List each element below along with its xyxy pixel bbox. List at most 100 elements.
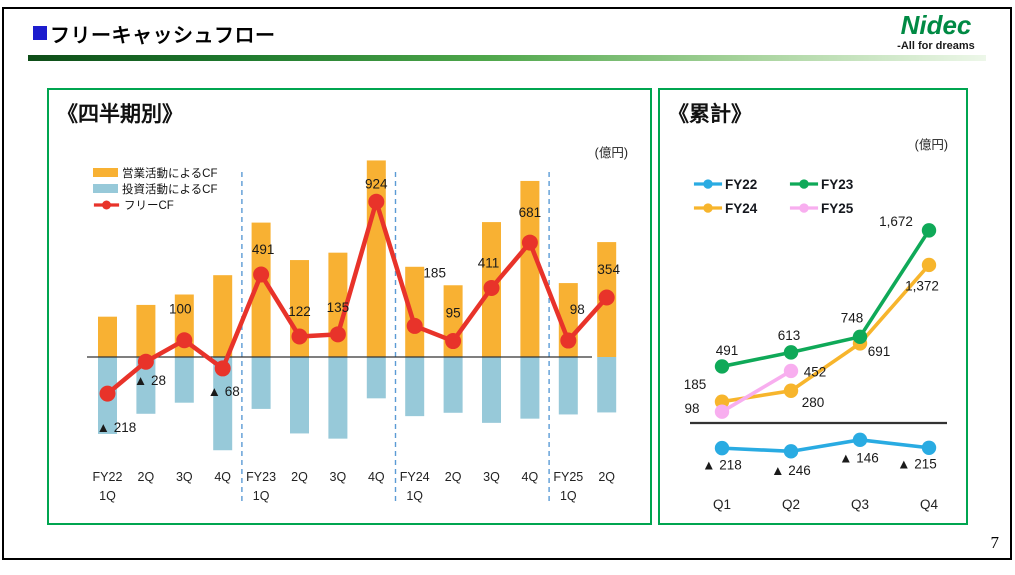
data-point-fy24	[921, 257, 937, 273]
free-cf-value-label: 491	[252, 242, 275, 257]
bar-investing-cf	[174, 357, 194, 403]
series-value-label: 691	[868, 344, 891, 359]
x-axis-label: 1Q	[560, 489, 577, 503]
bar-investing-cf	[558, 357, 578, 415]
data-point-fy23	[852, 329, 868, 345]
logo-tagline: -All for dreams	[897, 40, 975, 52]
legend-label: FY25	[821, 200, 854, 216]
x-axis-label: FY23	[246, 470, 276, 484]
x-axis-label: 1Q	[406, 489, 423, 503]
x-axis-label: 2Q	[598, 470, 615, 484]
free-cf-value-label: 122	[288, 304, 311, 319]
series-value-label: ▲ 246	[771, 463, 811, 478]
bar-investing-cf	[366, 357, 386, 399]
fy24-line-marker-icon	[693, 203, 723, 213]
data-point-fy25	[714, 404, 730, 419]
series-line-fy25	[721, 369, 792, 414]
cumulative-legend: FY22 FY23 FY24 FY25	[693, 176, 885, 216]
data-point-fy22	[783, 444, 799, 459]
series-value-label: 491	[716, 343, 739, 358]
free-cf-line-marker-icon	[93, 200, 120, 209]
bar-investing-cf	[136, 357, 156, 414]
data-point-fy24	[783, 383, 799, 398]
series-line-fy24	[721, 263, 931, 404]
series-value-label: 452	[804, 364, 827, 379]
bar-investing-cf	[328, 357, 348, 439]
series-line-fy22	[721, 438, 930, 454]
free-cf-value-label: ▲ 28	[134, 373, 166, 388]
fy22-line-marker-icon	[693, 179, 723, 189]
free-cf-point	[521, 234, 538, 251]
bar-investing-cf	[251, 357, 271, 409]
bar-operating-cf	[213, 275, 233, 357]
free-cf-point	[176, 332, 193, 349]
free-cf-value-label: 681	[519, 205, 542, 220]
quarterly-panel: 《四半期別》 (億円) 営業活動によるCF 投資活動によるCF フリーCF ▲ …	[47, 88, 652, 525]
x-axis-label: 4Q	[214, 470, 231, 484]
bar-operating-cf	[405, 266, 425, 357]
free-cf-point	[445, 333, 462, 350]
bar-operating-cf	[98, 316, 117, 357]
free-cf-point	[560, 332, 577, 349]
free-cf-point	[291, 328, 308, 345]
free-cf-point	[598, 289, 615, 306]
data-point-fy23	[714, 359, 730, 374]
data-point-fy23	[783, 345, 799, 360]
x-axis-label: 1Q	[253, 489, 270, 503]
x-axis-label: Q4	[920, 497, 939, 512]
quarterly-title: 《四半期別》	[57, 103, 183, 126]
legend-label: FY22	[725, 176, 758, 192]
free-cf-point	[99, 385, 116, 402]
free-cf-value-label: 924	[365, 176, 388, 191]
legend-label: FY23	[821, 176, 854, 192]
bar-operating-cf	[136, 304, 156, 357]
free-cf-value-label: 100	[169, 302, 192, 317]
x-axis-label: FY25	[553, 470, 583, 484]
data-point-fy22	[852, 432, 868, 448]
bar-investing-cf	[520, 357, 540, 419]
x-axis-label: 3Q	[483, 470, 500, 484]
free-cf-value-label: 98	[570, 302, 585, 317]
legend-item-free-cf: フリーCF	[93, 198, 217, 212]
series-value-label: 748	[841, 310, 864, 325]
legend-item-investing-cf: 投資活動によるCF	[93, 182, 217, 196]
series-value-label: 613	[778, 328, 801, 343]
series-value-label: ▲ 215	[897, 456, 937, 471]
x-axis-label: 3Q	[176, 470, 193, 484]
free-cf-value-label: 135	[327, 300, 350, 315]
cumulative-unit-label: (億円)	[914, 138, 948, 152]
nidec-logo: Nidec -All for dreams	[878, 12, 994, 52]
data-point-fy22	[714, 440, 730, 456]
series-value-label: 98	[684, 401, 699, 416]
x-axis-label: Q1	[713, 497, 731, 512]
legend-item-operating-cf: 営業活動によるCF	[93, 166, 218, 180]
free-cf-value-label: ▲ 68	[208, 384, 240, 399]
x-axis-label: 1Q	[99, 489, 116, 503]
free-cf-value-label: 411	[478, 255, 500, 270]
series-value-label: 280	[802, 395, 825, 410]
bar-operating-cf	[520, 180, 540, 357]
legend-label: 営業活動によるCF	[122, 167, 218, 180]
investing-cf-swatch	[93, 184, 118, 193]
bar-investing-cf	[482, 357, 501, 423]
fy25-line-marker-icon	[789, 203, 819, 213]
fy23-line-marker-icon	[789, 179, 819, 189]
x-axis-label: 2Q	[445, 470, 462, 484]
legend-label: FY24	[725, 200, 758, 216]
free-cf-point	[214, 360, 231, 377]
free-cf-value-label: 95	[446, 306, 461, 321]
free-cf-point	[406, 317, 423, 334]
legend-item-fy22: FY22	[693, 176, 789, 192]
logo-brand: Nidec	[900, 10, 972, 40]
free-cf-point	[137, 353, 154, 370]
bar-investing-cf	[290, 357, 309, 434]
x-axis-label: 2Q	[291, 470, 308, 484]
data-point-fy22	[921, 440, 937, 455]
series-value-label: 1,372	[905, 278, 939, 293]
bar-investing-cf	[405, 357, 425, 417]
quarterly-unit-label: (億円)	[594, 146, 628, 160]
series-value-label: ▲ 218	[702, 458, 742, 473]
free-cf-value-label: 354	[597, 262, 620, 277]
data-point-fy25	[783, 363, 799, 379]
